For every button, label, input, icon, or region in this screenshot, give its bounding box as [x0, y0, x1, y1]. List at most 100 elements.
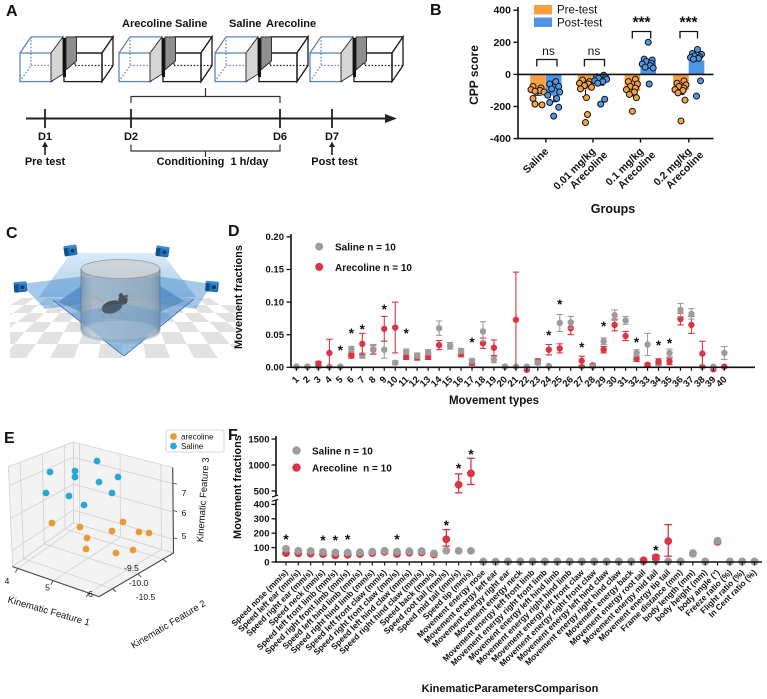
- svg-text:*: *: [653, 542, 659, 558]
- svg-text:0.15: 0.15: [266, 265, 285, 276]
- svg-text:Pre test: Pre test: [25, 156, 66, 168]
- svg-text:F: F: [228, 427, 238, 444]
- svg-text:8: 8: [367, 374, 379, 386]
- svg-text:Movement fractions: Movement fractions: [232, 435, 244, 539]
- svg-text:ns: ns: [542, 44, 555, 58]
- svg-text:*: *: [579, 340, 585, 355]
- svg-text:200: 200: [254, 529, 270, 540]
- svg-text:D: D: [228, 223, 240, 240]
- svg-text:1: 1: [290, 374, 302, 386]
- svg-text:300: 300: [254, 514, 270, 525]
- svg-text:Groups: Groups: [591, 202, 635, 216]
- svg-text:***: ***: [632, 15, 651, 32]
- svg-text:*: *: [360, 322, 366, 337]
- svg-text:-200: -200: [490, 101, 511, 113]
- svg-text:-9.5: -9.5: [124, 563, 139, 573]
- svg-text:100: 100: [254, 543, 270, 554]
- svg-text:2: 2: [301, 374, 313, 386]
- svg-text:7: 7: [356, 374, 368, 386]
- svg-text:D6: D6: [273, 131, 287, 143]
- svg-text:D7: D7: [325, 131, 339, 143]
- svg-text:Conditioning 1 h/day: Conditioning 1 h/day: [157, 156, 270, 168]
- svg-text:Saline n = 10: Saline n = 10: [312, 447, 373, 458]
- svg-text:*: *: [469, 335, 475, 350]
- svg-text:-10.0: -10.0: [129, 578, 149, 588]
- svg-text:Saline: Saline: [521, 146, 551, 176]
- svg-text:0.01 mg/kgArecoline: 0.01 mg/kgArecoline: [551, 141, 610, 200]
- svg-text:Kinematic Feature 3: Kinematic Feature 3: [195, 457, 212, 543]
- svg-text:*: *: [404, 326, 410, 341]
- svg-text:1500: 1500: [248, 434, 269, 445]
- svg-text:400: 400: [254, 500, 270, 511]
- svg-text:Post test: Post test: [311, 156, 358, 168]
- svg-text:5: 5: [182, 531, 187, 541]
- svg-text:Arecoline n = 10: Arecoline n = 10: [335, 263, 412, 274]
- svg-text:4: 4: [323, 374, 335, 386]
- svg-text:Kinematic Feature 1: Kinematic Feature 1: [6, 595, 91, 629]
- svg-text:KinematicParametersComparison: KinematicParametersComparison: [422, 683, 599, 695]
- svg-text:*: *: [601, 319, 607, 334]
- svg-text:-10.5: -10.5: [136, 592, 156, 602]
- svg-text:6: 6: [88, 589, 93, 599]
- svg-text:0.20: 0.20: [266, 232, 285, 243]
- svg-text:Pre-test: Pre-test: [557, 5, 598, 17]
- svg-text:*: *: [656, 338, 662, 353]
- svg-text:Movement fractions: Movement fractions: [233, 245, 245, 349]
- svg-text:Saline: Saline: [175, 18, 207, 30]
- svg-text:Saline n = 10: Saline n = 10: [335, 243, 396, 254]
- svg-text:Movement types: Movement types: [449, 395, 539, 407]
- svg-text:Saline: Saline: [181, 442, 204, 451]
- svg-text:0.05: 0.05: [266, 330, 285, 341]
- svg-text:Arecoline: Arecoline: [266, 18, 316, 30]
- svg-text:*: *: [546, 328, 552, 343]
- svg-text:*: *: [394, 531, 400, 547]
- svg-text:Arecoline: Arecoline: [122, 18, 172, 30]
- svg-text:*: *: [468, 446, 474, 462]
- svg-text:6: 6: [345, 374, 357, 386]
- svg-text:C: C: [6, 225, 18, 242]
- svg-text:500: 500: [254, 486, 270, 497]
- svg-text:9: 9: [378, 374, 390, 386]
- svg-text:ns: ns: [588, 44, 601, 58]
- svg-text:0: 0: [505, 69, 511, 81]
- svg-text:*: *: [634, 335, 640, 350]
- svg-text:1000: 1000: [248, 460, 269, 471]
- svg-text:0.2 mg/kgArecoline: 0.2 mg/kgArecoline: [651, 141, 706, 196]
- svg-text:0: 0: [264, 557, 269, 568]
- svg-text:5: 5: [334, 374, 346, 386]
- svg-text:*: *: [382, 302, 388, 317]
- svg-text:7: 7: [182, 488, 187, 498]
- svg-text:*: *: [333, 532, 339, 548]
- svg-text:Post-test: Post-test: [557, 18, 603, 30]
- svg-text:0.10: 0.10: [266, 297, 285, 308]
- svg-text:*: *: [320, 532, 326, 548]
- svg-text:*: *: [349, 326, 355, 341]
- svg-text:CPP score: CPP score: [467, 45, 481, 105]
- svg-text:B: B: [430, 2, 442, 19]
- svg-text:0.1 mg/kgArecoline: 0.1 mg/kgArecoline: [603, 141, 658, 196]
- svg-text:*: *: [667, 336, 673, 351]
- svg-text:A: A: [6, 3, 18, 20]
- svg-text:3: 3: [312, 374, 324, 386]
- svg-text:4: 4: [5, 576, 10, 586]
- svg-text:*: *: [345, 531, 351, 547]
- svg-text:*: *: [338, 343, 344, 358]
- svg-text:*: *: [557, 297, 563, 312]
- svg-text:200: 200: [493, 37, 511, 49]
- svg-text:5: 5: [45, 583, 50, 593]
- svg-text:*: *: [444, 517, 450, 533]
- svg-text:6: 6: [182, 508, 187, 518]
- svg-text:400: 400: [493, 5, 511, 17]
- svg-text:E: E: [4, 430, 15, 447]
- svg-text:D1: D1: [38, 131, 52, 143]
- svg-text:Saline: Saline: [229, 18, 261, 30]
- svg-text:*: *: [283, 531, 289, 547]
- svg-text:Arecoline n = 10: Arecoline n = 10: [312, 464, 392, 475]
- svg-text:arecoline: arecoline: [181, 433, 214, 442]
- svg-text:-400: -400: [490, 133, 511, 145]
- svg-text:D2: D2: [124, 131, 138, 143]
- svg-text:*: *: [456, 460, 462, 476]
- svg-text:0.00: 0.00: [266, 363, 285, 374]
- svg-text:***: ***: [679, 15, 698, 32]
- svg-text:40: 40: [714, 374, 729, 389]
